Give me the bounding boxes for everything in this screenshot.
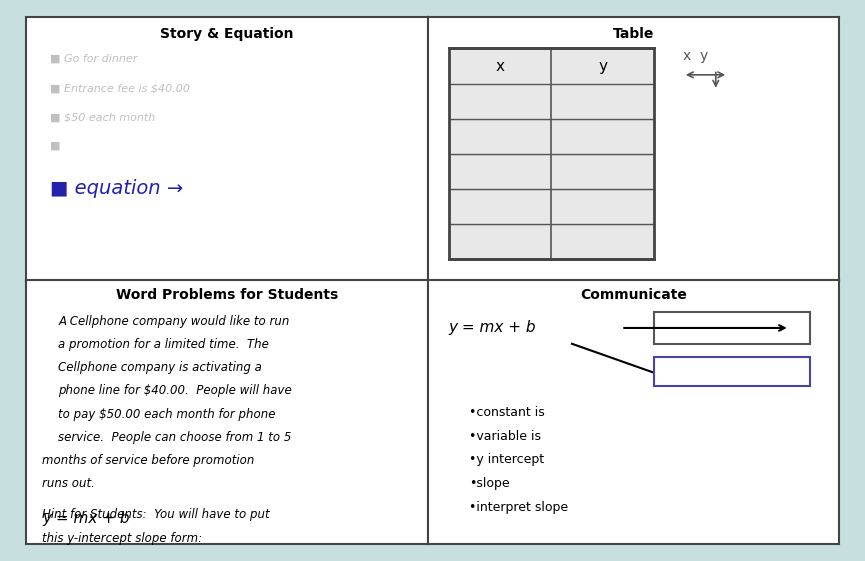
Text: ■ Entrance fee is $40.00: ■ Entrance fee is $40.00 [50,83,190,93]
Text: ■ $50 each month: ■ $50 each month [50,112,156,122]
Text: y: y [599,58,607,73]
Bar [449,226,654,259]
Text: to pay $50.00 each month for phone: to pay $50.00 each month for phone [58,408,276,421]
Text: service.  People can choose from 1 to 5: service. People can choose from 1 to 5 [58,431,292,444]
Text: Table: Table [613,27,654,42]
Text: •interpret slope: •interpret slope [469,501,568,514]
Text: ■: ■ [50,141,64,151]
Text: ■ equation →: ■ equation → [50,179,183,197]
Bar [449,156,654,189]
Text: y = mx + b: y = mx + b [42,511,130,526]
Text: months of service before promotion: months of service before promotion [42,454,254,467]
Bar [449,50,654,84]
Bar [449,85,654,119]
Text: Hint for Students:  You will have to put: Hint for Students: You will have to put [42,508,270,521]
Text: y = mx + b: y = mx + b [449,320,536,335]
Text: ■ Go for dinner: ■ Go for dinner [50,54,138,64]
Text: x  y: x y [683,49,708,63]
Bar [449,48,654,259]
Bar [449,121,654,154]
Bar [654,312,811,344]
Bar [449,191,654,224]
Text: •variable is: •variable is [469,430,541,443]
Text: Cellphone company is activating a: Cellphone company is activating a [58,361,262,374]
Text: a promotion for a limited time.  The: a promotion for a limited time. The [58,338,269,351]
Text: x: x [496,58,504,73]
Text: •y intercept: •y intercept [469,453,544,466]
Bar [654,357,811,386]
Text: A Cellphone company would like to run: A Cellphone company would like to run [58,315,290,328]
Text: •slope: •slope [469,477,509,490]
Text: Communicate: Communicate [580,288,687,302]
Text: this y-intercept slope form:: this y-intercept slope form: [42,531,202,545]
Text: Word Problems for Students: Word Problems for Students [116,288,338,302]
Text: phone line for $40.00.  People will have: phone line for $40.00. People will have [58,384,292,397]
Text: Story & Equation: Story & Equation [160,27,294,42]
Text: •constant is: •constant is [469,406,545,419]
Bar [449,48,654,259]
Text: runs out.: runs out. [42,477,95,490]
